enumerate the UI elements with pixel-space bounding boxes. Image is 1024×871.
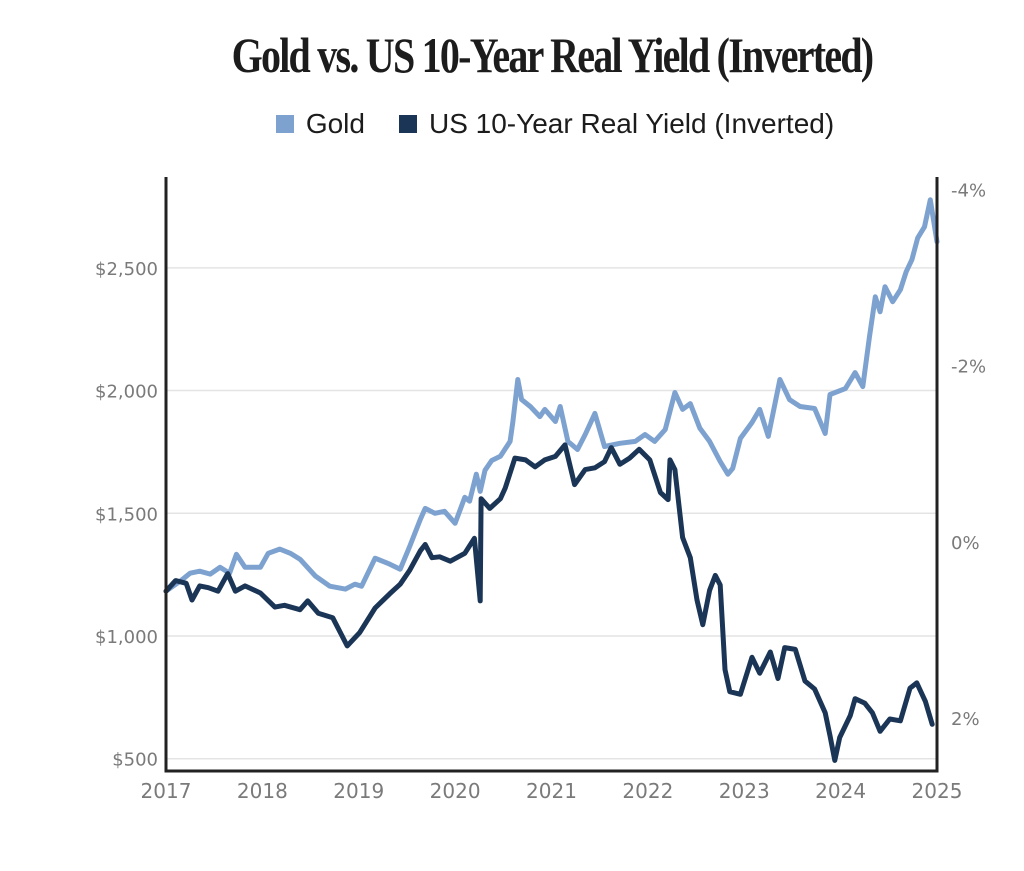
x-tick-label: 2024	[815, 779, 866, 803]
chart-title: Gold vs. US 10-Year Real Yield (Inverted…	[231, 27, 875, 83]
legend: Gold US 10-Year Real Yield (Inverted)	[0, 108, 1024, 140]
legend-label-real-yield: US 10-Year Real Yield (Inverted)	[428, 108, 835, 139]
y-left-tick-label: $1,000	[95, 627, 158, 648]
x-tick-label: 2017	[141, 779, 192, 803]
y-right-tick-label: -2%	[951, 357, 986, 378]
axis-frame	[164, 177, 939, 773]
x-tick-label: 2022	[622, 779, 673, 803]
x-tick-label: 2019	[333, 779, 384, 803]
x-axis-labels: 2017 2018 2019 2020 2021 2022 2023 2024 2025	[141, 779, 963, 803]
series-line-gold	[163, 197, 940, 594]
x-tick-label: 2025	[912, 779, 963, 803]
y-right-tick-label: 2%	[951, 709, 980, 730]
gridlines	[166, 267, 937, 760]
legend-swatch-real-yield	[398, 115, 417, 133]
y-axis-right-labels: -4% -2% 0% 2%	[951, 180, 986, 730]
x-tick-label: 2021	[526, 779, 577, 803]
x-tick-label: 2018	[237, 779, 288, 803]
y-left-tick-label: $1,500	[95, 504, 158, 525]
x-tick-label: 2020	[430, 779, 481, 803]
legend-swatch-gold	[275, 115, 294, 133]
y-left-tick-label: $500	[112, 750, 158, 771]
x-tick-label: 2023	[719, 779, 770, 803]
y-axis-left-labels: $500 $1,000 $1,500 $2,000 $2,500	[95, 259, 158, 771]
series-lines	[163, 197, 940, 763]
y-left-tick-label: $2,500	[95, 259, 158, 280]
y-right-tick-label: -4%	[951, 180, 986, 201]
legend-label-gold: Gold	[305, 108, 365, 139]
y-right-tick-label: 0%	[951, 533, 980, 554]
legend-item-gold: Gold	[275, 108, 365, 140]
y-left-tick-label: $2,000	[95, 382, 158, 403]
series-line-real-yield	[163, 442, 935, 763]
legend-item-real-yield: US 10-Year Real Yield (Inverted)	[398, 108, 835, 140]
